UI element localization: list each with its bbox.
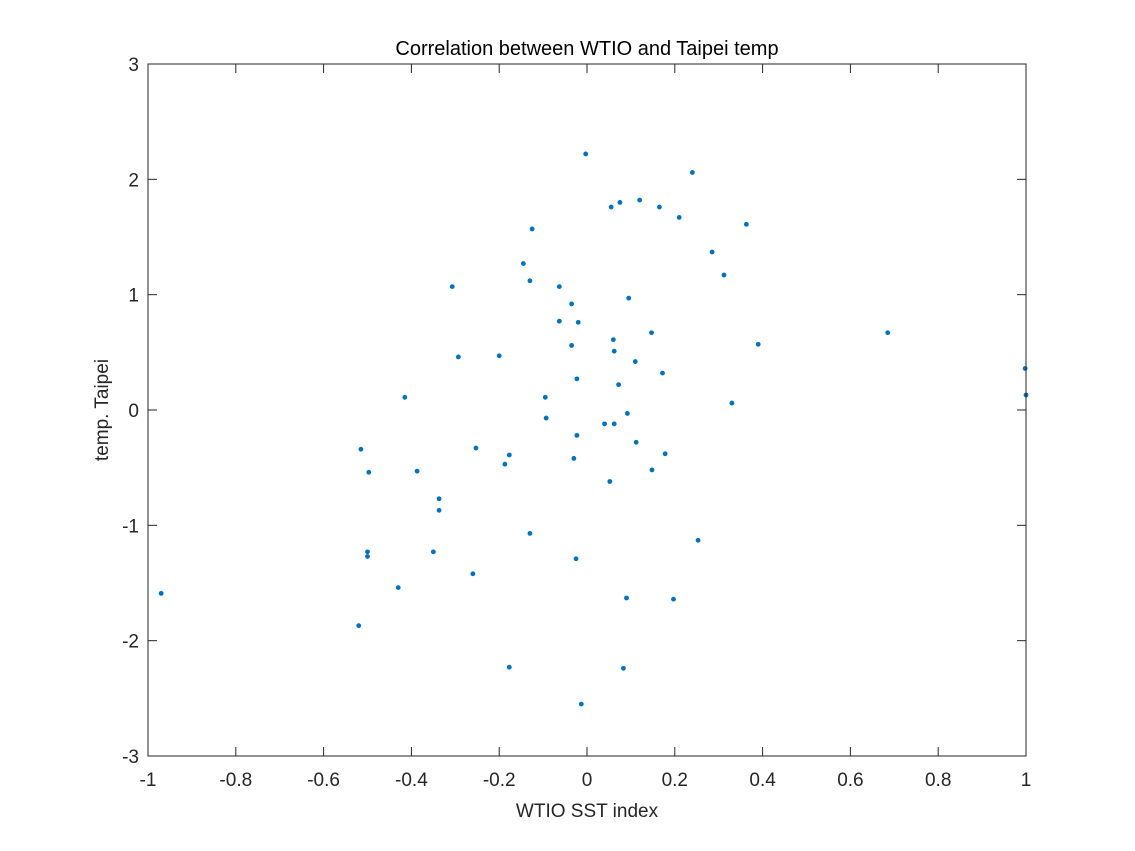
y-tick-label: 2 [128, 170, 139, 191]
y-tick-label: 3 [128, 55, 139, 76]
x-tick-label: 0.2 [662, 770, 688, 791]
scatter-point [569, 301, 575, 307]
scatter-point [578, 701, 584, 707]
x-tick-label: 0.4 [749, 770, 776, 791]
scatter-point [430, 549, 436, 555]
plot-area-border [147, 63, 1027, 757]
x-tick-label: -0.8 [219, 770, 252, 791]
scatter-point [602, 421, 607, 427]
scatter-point [571, 456, 577, 461]
scatter-point [502, 461, 508, 467]
scatter-point [743, 221, 749, 227]
x-tick-label: -0.6 [307, 770, 340, 791]
scatter-point [542, 394, 548, 400]
scatter-point [611, 421, 617, 427]
labels-layer: -1 -0.8 -0.6 -0.4 -0.2 0 0.2 0.4 0.6 0.8 1 -3 -2 -1 0 1… [122, 55, 1031, 791]
scatter-point [414, 468, 420, 474]
scatter-point [436, 507, 442, 513]
y-tick-label: -1 [122, 516, 139, 537]
x-tick-label: -0.4 [395, 770, 428, 791]
scatter-point [520, 261, 526, 266]
y-tick-label: 0 [128, 401, 139, 422]
plot-area-background [148, 64, 1026, 756]
scatter-point [649, 330, 654, 336]
scatter-point [365, 549, 370, 555]
scatter-point [632, 359, 638, 364]
y-axis-label: temp. Taipei [92, 359, 113, 461]
scatter-point [529, 226, 535, 232]
scatter-point [583, 151, 589, 157]
scatter-point [556, 284, 562, 289]
scatter-point [358, 446, 364, 452]
scatter-point [556, 318, 562, 324]
scatter-point [573, 556, 579, 562]
scatter-point [676, 214, 682, 220]
scatter-point [671, 596, 676, 602]
scatter-point [637, 197, 643, 203]
x-tick-label: 1 [1021, 770, 1032, 791]
scatter-point [729, 400, 735, 406]
y-tick-label: -3 [122, 747, 139, 768]
scatter-point [755, 341, 761, 347]
scatter-point [611, 348, 617, 354]
scatter-point [574, 432, 580, 438]
scatter-point [624, 595, 629, 601]
x-axis-label: WTIO SST index [516, 801, 659, 822]
scatter-point [621, 665, 626, 671]
scatter-point [660, 370, 665, 376]
scatter-point [574, 376, 580, 382]
x-tick-label: -1 [140, 770, 157, 791]
scatter-point [436, 496, 442, 502]
scatter-point [649, 467, 655, 473]
scatter-point [626, 295, 632, 301]
scatter-point [365, 554, 370, 559]
scatter-point [506, 452, 512, 458]
scatter-point [455, 354, 461, 360]
scatter-point [449, 284, 455, 289]
scatter-point [885, 330, 891, 336]
scatter-point [575, 319, 581, 325]
x-tick-label: 0.6 [837, 770, 863, 791]
x-tick-label: -0.2 [483, 770, 516, 791]
scatter-point [1022, 366, 1028, 371]
chart-title: Correlation between WTIO and Taipei temp [395, 38, 778, 60]
y-tick-label: -2 [122, 632, 139, 653]
scatter-point [624, 411, 630, 416]
scatter-point [721, 272, 727, 278]
scatter-point [158, 590, 164, 596]
scatter-point [607, 479, 613, 484]
scatter-point [610, 337, 616, 343]
y-tick-label: 1 [128, 286, 139, 307]
scatter-point [473, 445, 479, 451]
scatter-point [689, 170, 695, 175]
x-tick-label: 0.8 [925, 770, 951, 791]
scatter-point [662, 451, 668, 457]
x-tick-label: 0 [582, 770, 593, 791]
scatter-point [617, 200, 623, 205]
scatter-point [496, 353, 502, 359]
scatter-point [527, 531, 533, 536]
scatter-point [633, 439, 639, 445]
scatter-point [356, 623, 362, 629]
scatter-point [569, 343, 575, 348]
scatter-point [543, 415, 549, 421]
scatter-point [402, 394, 408, 400]
scatter-point [608, 204, 614, 210]
scatter-point [395, 585, 401, 591]
scatter-point [709, 249, 715, 255]
scatter-point [506, 664, 512, 670]
scatter-point [470, 571, 476, 577]
scatter-point [527, 278, 533, 284]
scatter-point [695, 537, 701, 543]
scatter-point [366, 469, 372, 475]
scatter-point [657, 204, 662, 210]
scatter-point [616, 382, 622, 388]
